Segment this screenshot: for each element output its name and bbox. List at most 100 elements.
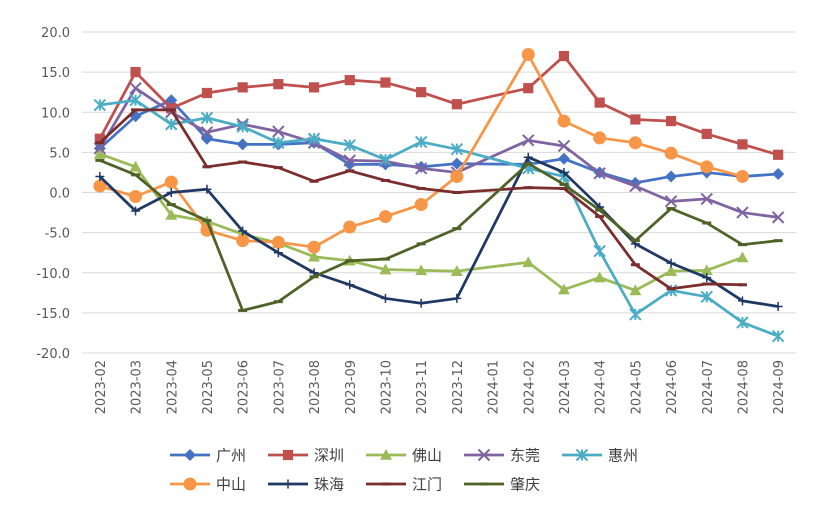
data-point	[236, 120, 249, 133]
data-point	[773, 149, 784, 160]
series-7	[95, 108, 747, 291]
data-point	[773, 301, 783, 311]
data-point	[628, 136, 642, 150]
data-point	[344, 75, 355, 86]
x-tick-label: 2024-04	[594, 360, 609, 414]
x-tick-label: 2024-09	[772, 360, 787, 414]
data-point	[238, 226, 248, 236]
data-point	[557, 114, 571, 128]
legend-marker	[575, 448, 589, 462]
data-point	[593, 167, 606, 180]
data-point	[559, 167, 569, 177]
data-point	[378, 210, 392, 224]
data-point	[237, 82, 248, 93]
data-point	[131, 206, 141, 216]
data-point	[700, 192, 713, 206]
y-tick-label: -10.0	[36, 267, 70, 282]
x-tick-label: 2024-05	[629, 360, 644, 414]
data-point	[521, 47, 535, 61]
legend-item: 广州	[170, 447, 246, 465]
series-8	[95, 158, 783, 312]
legend-label: 深圳	[314, 447, 344, 465]
data-point	[523, 83, 534, 94]
data-point	[452, 293, 462, 303]
data-point	[414, 162, 428, 175]
series-5	[93, 47, 749, 254]
data-point	[129, 160, 142, 172]
data-point	[129, 94, 142, 107]
data-point	[737, 296, 747, 306]
legend-marker	[477, 448, 491, 462]
data-point	[629, 284, 642, 296]
data-point	[200, 126, 214, 139]
data-point	[236, 234, 250, 248]
data-point	[451, 99, 462, 110]
data-point	[129, 190, 143, 204]
data-point	[93, 147, 106, 159]
y-tick-label: 20.0	[41, 26, 70, 41]
legend-label: 佛山	[412, 447, 442, 465]
series-1	[94, 50, 784, 160]
data-point	[201, 87, 213, 99]
data-point	[93, 98, 107, 112]
data-point	[416, 298, 426, 308]
data-point	[700, 160, 714, 174]
data-point	[379, 263, 392, 275]
legend-item: 肇庆	[464, 476, 540, 494]
data-point	[93, 179, 107, 193]
data-point	[308, 82, 320, 93]
legend-label: 东莞	[510, 447, 540, 465]
x-tick-label: 2023-08	[308, 360, 323, 414]
y-axis-tick-labels: 20.0 15.0 10.0 5.0 0.0 -5.0 -10.0 -15.0 -20.0	[36, 26, 70, 362]
legend-marker	[183, 477, 197, 491]
legend-label: 中山	[216, 476, 246, 494]
legend-label: 惠州	[608, 447, 638, 465]
x-tick-label: 2023-03	[130, 360, 145, 414]
data-point	[343, 220, 357, 234]
x-tick-label: 2024-03	[558, 360, 573, 414]
data-point	[343, 154, 356, 167]
data-point	[593, 271, 606, 283]
data-point	[700, 264, 713, 276]
data-point	[736, 206, 749, 219]
data-point	[664, 195, 678, 208]
x-axis-tick-labels: 2023-02 2023-03 2023-04 2023-05 2023-06 2023-…	[94, 360, 787, 414]
data-point	[665, 265, 678, 276]
data-point	[664, 146, 678, 160]
data-point	[735, 169, 749, 183]
y-tick-label: -20.0	[36, 347, 70, 362]
x-tick-label: 2023-05	[201, 360, 216, 414]
data-point	[414, 198, 428, 212]
data-point	[165, 208, 178, 220]
data-point	[307, 132, 321, 145]
legend-item: 珠海	[268, 476, 344, 494]
data-point	[701, 128, 712, 140]
data-point	[236, 138, 249, 151]
data-point	[380, 293, 390, 303]
data-point	[450, 169, 464, 183]
series-group	[93, 47, 785, 343]
x-tick-label: 2024-07	[701, 360, 716, 414]
legend-item: 东莞	[464, 447, 540, 465]
data-point	[557, 139, 571, 153]
legend-item: 佛山	[366, 447, 442, 465]
x-tick-label: 2023-06	[237, 360, 252, 414]
data-point	[416, 87, 427, 98]
data-point	[593, 244, 606, 258]
data-point	[94, 133, 105, 144]
data-point	[522, 256, 535, 268]
data-point	[772, 168, 785, 181]
data-point	[414, 135, 428, 149]
data-point	[557, 152, 570, 165]
data-point	[665, 115, 677, 127]
data-point	[700, 290, 713, 304]
data-point	[523, 152, 533, 162]
data-point	[166, 103, 177, 114]
x-tick-label: 2023-10	[379, 360, 394, 414]
data-point	[343, 138, 356, 152]
legend-item: 惠州	[562, 447, 638, 465]
data-point	[273, 79, 284, 90]
data-point	[522, 134, 535, 147]
legend-label: 广州	[216, 447, 246, 465]
data-point	[272, 125, 285, 138]
